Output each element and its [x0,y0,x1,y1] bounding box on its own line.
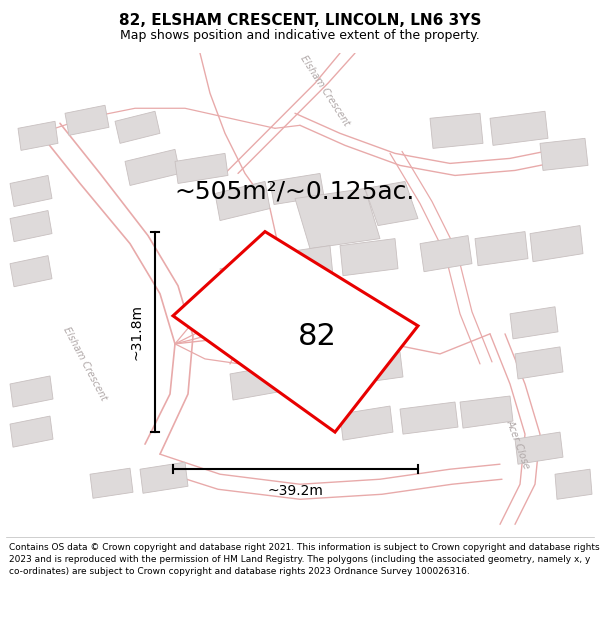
Polygon shape [350,352,403,384]
Polygon shape [215,181,270,221]
Polygon shape [90,468,133,498]
Polygon shape [140,462,188,493]
Polygon shape [530,226,583,262]
Text: ~31.8m: ~31.8m [130,304,144,360]
Text: Acer Close: Acer Close [505,418,532,470]
Polygon shape [365,181,418,226]
Text: ~505m²/~0.125ac.: ~505m²/~0.125ac. [175,179,415,204]
Polygon shape [340,406,393,440]
Polygon shape [295,189,380,249]
Polygon shape [115,111,160,143]
Polygon shape [430,113,483,148]
Polygon shape [220,262,268,296]
Polygon shape [510,307,558,339]
Polygon shape [270,173,324,204]
Polygon shape [65,105,109,136]
Polygon shape [475,232,528,266]
Polygon shape [340,239,398,276]
Polygon shape [540,138,588,171]
Polygon shape [10,256,52,287]
Polygon shape [285,359,338,391]
Text: Contains OS data © Crown copyright and database right 2021. This information is : Contains OS data © Crown copyright and d… [9,543,599,576]
Polygon shape [10,176,52,206]
Polygon shape [420,236,472,272]
Text: Elsham Crescent: Elsham Crescent [61,326,109,402]
Polygon shape [125,149,180,186]
Polygon shape [515,347,563,379]
Polygon shape [173,232,418,432]
Text: 82, ELSHAM CRESCENT, LINCOLN, LN6 3YS: 82, ELSHAM CRESCENT, LINCOLN, LN6 3YS [119,13,481,28]
Polygon shape [175,153,228,184]
Polygon shape [490,111,548,146]
Polygon shape [18,121,58,151]
Text: Elsham Crescent: Elsham Crescent [298,54,352,128]
Polygon shape [400,402,458,434]
Polygon shape [10,376,53,407]
Text: 82: 82 [298,322,337,351]
Polygon shape [515,432,563,464]
Text: Map shows position and indicative extent of the property.: Map shows position and indicative extent… [120,29,480,42]
Text: ~39.2m: ~39.2m [268,484,323,498]
Polygon shape [10,416,53,447]
Polygon shape [275,246,333,284]
Polygon shape [460,396,513,428]
Polygon shape [555,469,592,499]
Polygon shape [10,211,52,242]
Polygon shape [230,366,278,400]
